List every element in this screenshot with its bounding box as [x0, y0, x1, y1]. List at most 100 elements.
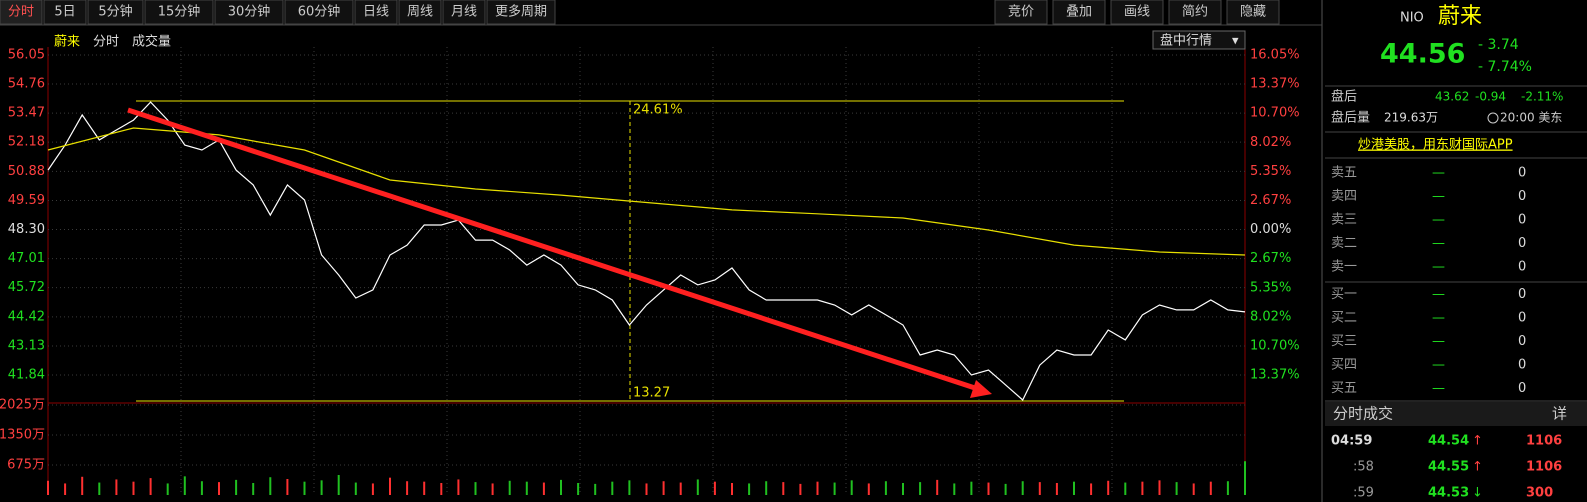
y-tick-label: 43.13 [8, 338, 45, 353]
menu-arrow: ▾ [1232, 34, 1239, 49]
volume-bar [731, 483, 733, 495]
book-size: 0 [1518, 213, 1526, 228]
trade-price: 44.55 [1428, 460, 1469, 475]
book-price: — [1432, 311, 1445, 326]
tab[interactable] [486, 0, 556, 25]
y-tick-label: 41.84 [8, 368, 45, 383]
y-tick-label: 47.01 [8, 251, 45, 266]
tab[interactable] [1168, 0, 1222, 25]
tab-label[interactable]: 5分钟 [98, 4, 132, 20]
volume-bar [406, 481, 409, 495]
tab-label[interactable]: 隐藏 [1240, 5, 1266, 20]
stock-name: 蔚来 [54, 35, 80, 50]
volume-bar [662, 481, 665, 495]
tab-label[interactable]: 5日 [54, 5, 75, 20]
tab[interactable] [354, 0, 398, 25]
volume-bar [919, 482, 922, 495]
more-link[interactable]: 详 [1552, 405, 1567, 423]
tab[interactable] [0, 0, 43, 25]
y-tick-label: 50.88 [8, 164, 45, 179]
menu-label[interactable]: 盘中行情 [1160, 33, 1212, 49]
y-tick-label: 56.05 [8, 48, 45, 63]
book-label: 买三 [1331, 334, 1357, 349]
y2-tick-label: 2.67% [1250, 251, 1291, 266]
tab-label[interactable]: 画线 [1124, 5, 1150, 20]
name: 蔚来 [1438, 4, 1482, 29]
trade-price: 44.53 [1428, 486, 1469, 501]
tab-label[interactable]: 更多周期 [495, 4, 547, 20]
trade-size: 1106 [1526, 434, 1562, 449]
book-label: 买二 [1331, 311, 1357, 326]
tab[interactable] [1226, 0, 1280, 25]
book-label: 买五 [1331, 381, 1357, 396]
tab-label[interactable]: 简约 [1182, 4, 1208, 20]
book-size: 0 [1518, 311, 1526, 326]
y2-tick-label: 8.02% [1250, 135, 1291, 150]
book-size: 0 [1518, 381, 1526, 396]
book-label: 卖五 [1331, 166, 1357, 181]
tab[interactable] [43, 0, 87, 25]
tab-label[interactable]: 日线 [363, 5, 389, 20]
annotation: 24.61% [633, 103, 683, 118]
volume-bar [1192, 483, 1195, 495]
volume-bar [696, 479, 699, 495]
value: 219.63万 [1384, 111, 1438, 125]
volume-bar [748, 483, 751, 495]
y-tick-label: 44.42 [8, 309, 45, 324]
tab[interactable] [1052, 0, 1106, 25]
volume-bar [354, 482, 357, 495]
tab[interactable] [1110, 0, 1164, 25]
volume-tick-label: 675万 [7, 458, 45, 473]
volume-bar [799, 483, 802, 495]
tab-label[interactable]: 分时 [8, 5, 34, 20]
volume-bar [1021, 481, 1024, 495]
menu-button[interactable] [1152, 30, 1246, 50]
tab[interactable] [994, 0, 1048, 25]
book-price: — [1432, 236, 1445, 251]
volume-bar [269, 477, 272, 495]
book-size: 0 [1518, 236, 1526, 251]
book-label: 卖三 [1331, 213, 1357, 228]
code: NIO [1400, 11, 1424, 26]
volume-bar [440, 483, 443, 495]
tab-label[interactable]: 周线 [407, 5, 433, 20]
y2-tick-label: 5.35% [1250, 164, 1291, 179]
tab-label[interactable]: 60分钟 [298, 4, 341, 20]
tab[interactable] [144, 0, 214, 25]
book-size: 0 [1518, 334, 1526, 349]
y2-tick-label: 8.02% [1250, 309, 1291, 324]
book-label: 卖二 [1331, 236, 1357, 251]
volume-tick-label: 2025万 [0, 398, 45, 413]
time: 20:00 美东 [1500, 111, 1562, 125]
trade-time: 04:59 [1331, 434, 1372, 449]
tab-label[interactable]: 15分钟 [158, 4, 201, 20]
promo-link[interactable]: 炒港美股，用东财国际APP [1358, 138, 1513, 153]
y-tick-label: 53.47 [8, 106, 45, 121]
tab-label[interactable]: 月线 [451, 5, 477, 20]
book-price: — [1432, 334, 1445, 349]
tab[interactable] [214, 0, 284, 25]
section-title: 分时成交 [1333, 405, 1393, 423]
label: 盘后量 [1331, 110, 1370, 126]
volume-bar [560, 479, 562, 495]
tab-label[interactable]: 30分钟 [228, 4, 271, 20]
volume-bar [594, 483, 597, 495]
tab-label[interactable]: 叠加 [1066, 5, 1092, 20]
volume-bar [81, 476, 84, 495]
tab-label[interactable]: 竞价 [1008, 4, 1034, 20]
tab[interactable] [398, 0, 442, 25]
tab[interactable] [284, 0, 354, 25]
value: 43.62 [1435, 90, 1469, 104]
book-size: 0 [1518, 189, 1526, 204]
book-price: — [1432, 213, 1445, 228]
tab[interactable] [442, 0, 486, 25]
volume-bar [1004, 483, 1007, 495]
pct: - 7.74% [1478, 59, 1532, 75]
tab[interactable] [87, 0, 144, 25]
volume-tick-label: 1350万 [0, 428, 45, 443]
volume-bar [371, 483, 374, 495]
volume-bar [1158, 480, 1161, 495]
volume-bar [884, 481, 887, 495]
